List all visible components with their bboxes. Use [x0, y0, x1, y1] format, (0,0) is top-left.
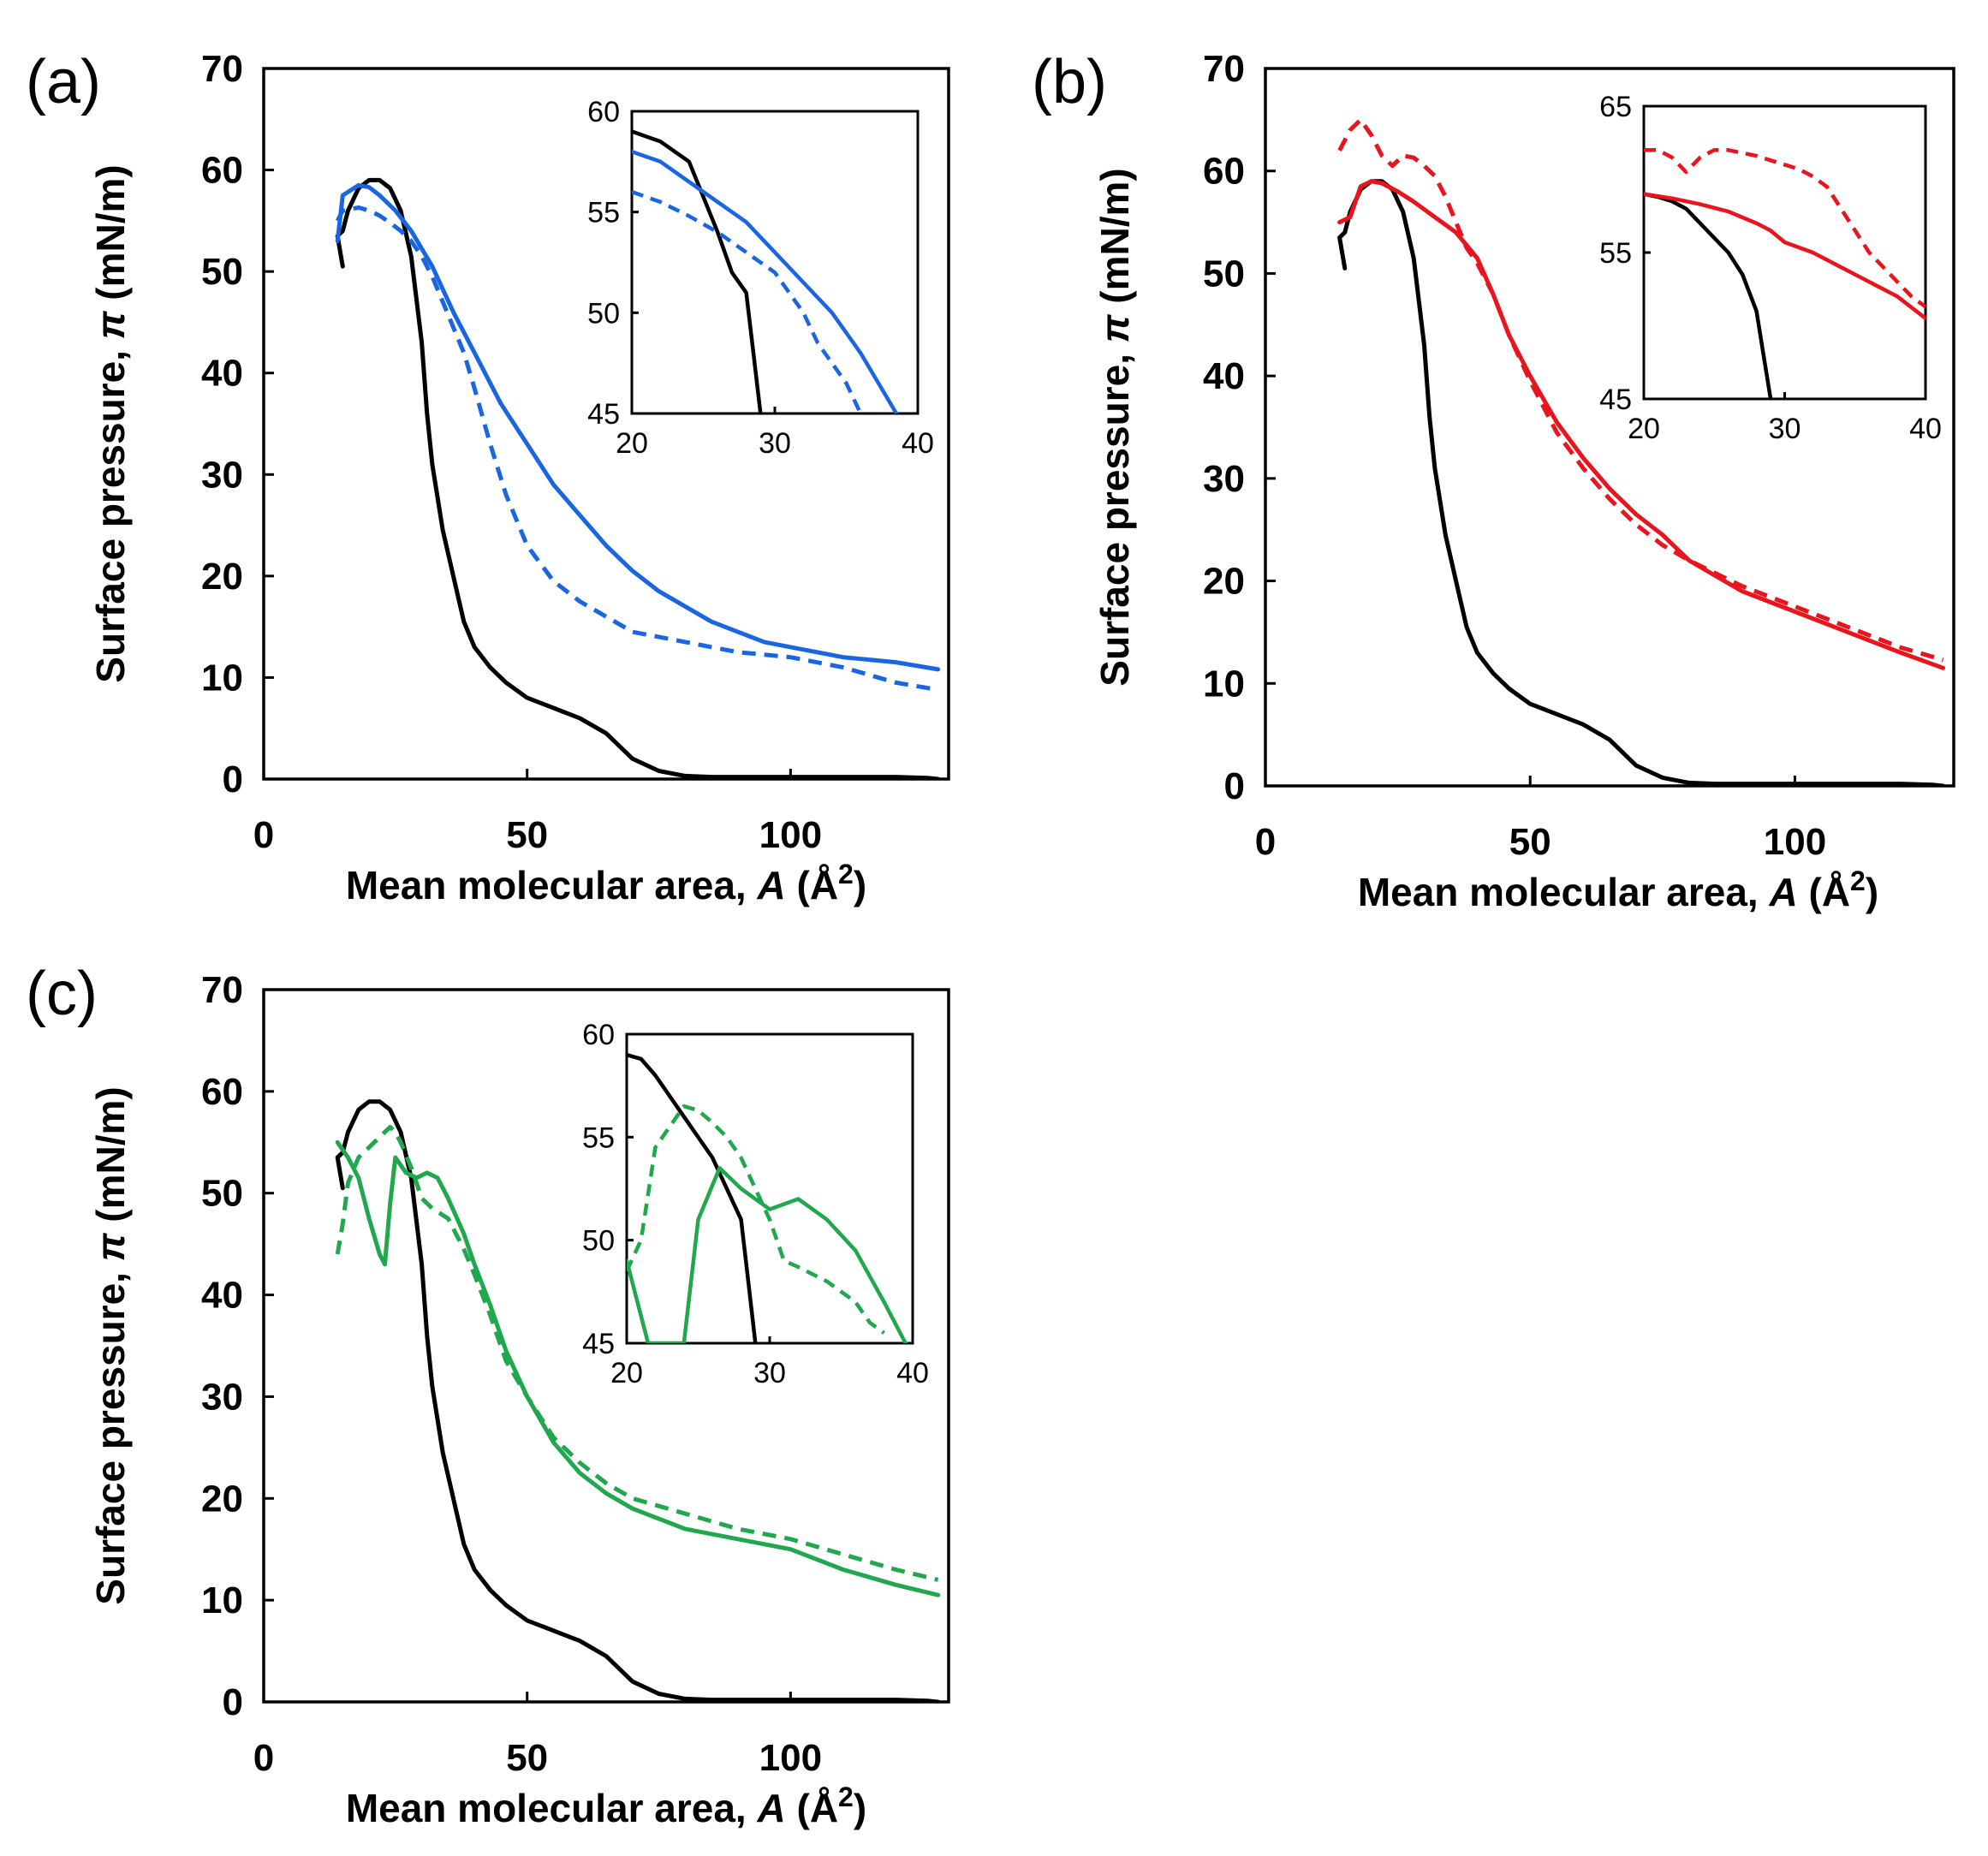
inset-x-tick-label: 20 — [1628, 413, 1660, 445]
series-line-solid — [335, 1139, 941, 1597]
y-axis-title: Surface pressure, π (mN/m) — [88, 1086, 133, 1604]
y-tick-label: 30 — [201, 454, 243, 496]
inset-y-tick-label: 55 — [582, 1121, 615, 1154]
inset-x-tick-label: 40 — [896, 1357, 929, 1389]
inset-plot-frame — [630, 110, 920, 415]
y-tick-label: 20 — [201, 556, 243, 598]
inset-plot-frame — [1642, 104, 1927, 401]
series-line-reference — [335, 1099, 941, 1702]
inset-series-group — [632, 129, 899, 413]
y-tick-label: 40 — [1203, 355, 1245, 397]
inset-series-line-solid — [632, 149, 899, 413]
y-tick-label: 60 — [201, 150, 243, 192]
inset-y-tick-label: 65 — [1599, 91, 1632, 123]
inset-series-line-dashed-dashed — [627, 1103, 885, 1335]
inset-x-tick-label: 20 — [616, 427, 648, 460]
y-axis-title: Surface pressure, π (mN/m) — [1092, 168, 1137, 686]
inset-x-tick-label: 40 — [1909, 413, 1942, 445]
inset-series-line-solid — [627, 1166, 908, 1343]
inset-x-tick-label: 30 — [759, 427, 791, 460]
inset-y-tick-label: 55 — [1599, 237, 1632, 270]
panel-label: (a) — [26, 48, 101, 116]
inset-series-line-dashed-dashed — [632, 189, 863, 413]
y-tick-label: 10 — [201, 657, 243, 699]
inset-y-tick-label: 60 — [587, 96, 620, 128]
inset-series-group — [1644, 148, 1926, 399]
inset-series-group — [627, 1052, 908, 1343]
x-axis-title: Mean molecular area, A (Å2) — [1358, 866, 1878, 914]
x-tick-label: 50 — [1509, 821, 1551, 863]
x-tick-label: 100 — [759, 814, 822, 856]
inset-series-line-dashed-dashed — [1644, 148, 1926, 309]
inset-y-tick-label: 45 — [1599, 384, 1632, 416]
series-group — [335, 177, 941, 779]
y-tick-label: 50 — [1203, 253, 1245, 294]
series-group — [335, 1099, 941, 1702]
x-axis-title: Mean molecular area, A (Å2) — [346, 1782, 866, 1830]
x-tick-label: 0 — [253, 1737, 274, 1779]
chart-panel-c: (c) 0 10 20 30 40 50 60 70 0 50 100 45 50 55 60 20 30 40 Su… — [26, 960, 950, 1830]
panel-label: (b) — [1032, 48, 1107, 116]
x-tick-label: 0 — [1255, 821, 1276, 863]
inset-x-tick-label: 40 — [902, 427, 934, 460]
y-tick-label: 30 — [1203, 458, 1245, 500]
y-tick-label: 30 — [201, 1376, 243, 1418]
series-line-reference — [335, 177, 941, 779]
x-tick-label: 100 — [759, 1737, 822, 1779]
x-tick-label: 100 — [1764, 821, 1826, 863]
y-tick-label: 70 — [201, 48, 243, 90]
x-tick-label: 0 — [253, 814, 274, 856]
series-line-solid — [335, 182, 941, 672]
inset-y-tick-label: 45 — [582, 1328, 615, 1360]
inset-chart: 45 50 55 60 20 30 40 — [587, 96, 934, 460]
inset-chart: 45 55 65 20 30 40 — [1599, 91, 1942, 445]
x-tick-label: 50 — [506, 814, 548, 856]
series-line-dashed-dashed — [1337, 117, 1944, 663]
inset-x-tick-label: 30 — [1769, 413, 1801, 445]
y-tick-label: 60 — [1203, 151, 1245, 193]
y-tick-label: 0 — [223, 1681, 243, 1723]
inset-plot-frame — [625, 1032, 914, 1345]
y-tick-label: 0 — [1224, 765, 1245, 807]
y-tick-label: 10 — [1203, 663, 1245, 705]
y-tick-label: 20 — [201, 1478, 243, 1520]
inset-y-tick-label: 45 — [587, 398, 620, 431]
inset-y-tick-label: 50 — [582, 1225, 615, 1258]
chart-panel-b: (b) 0 10 20 30 40 50 60 70 0 50 100 45 55 65 20 30 40 Surf… — [1032, 48, 1955, 914]
inset-chart: 45 50 55 60 20 30 40 — [582, 1019, 929, 1389]
chart-panel-a: (a) 0 10 20 30 40 50 60 70 0 50 100 45 50 55 60 20 30 40 Su… — [26, 48, 950, 907]
inset-series-line-solid — [1644, 192, 1926, 321]
x-tick-label: 50 — [506, 1737, 548, 1779]
y-tick-label: 40 — [201, 1275, 243, 1317]
inset-series-line-reference — [632, 129, 763, 413]
y-tick-label: 60 — [201, 1071, 243, 1113]
inset-y-tick-label: 60 — [582, 1019, 615, 1051]
inset-series-line-reference — [627, 1052, 758, 1343]
x-axis-title: Mean molecular area, A (Å2) — [346, 859, 866, 907]
inset-y-tick-label: 55 — [587, 197, 620, 229]
inset-x-tick-label: 20 — [610, 1357, 643, 1389]
y-tick-label: 40 — [201, 353, 243, 395]
y-tick-label: 70 — [201, 969, 243, 1011]
y-tick-label: 10 — [201, 1579, 243, 1621]
inset-y-tick-label: 50 — [587, 297, 620, 330]
series-line-solid — [1337, 179, 1946, 670]
series-group — [1337, 117, 1946, 786]
y-axis-title: Surface pressure, π (mN/m) — [88, 164, 133, 682]
panel-label: (c) — [26, 960, 98, 1028]
series-line-dashed-dashed — [335, 1125, 939, 1582]
y-tick-label: 0 — [223, 758, 243, 800]
inset-x-tick-label: 30 — [753, 1357, 786, 1389]
y-tick-label: 20 — [1203, 561, 1245, 603]
y-tick-label: 70 — [1203, 48, 1245, 90]
y-tick-label: 50 — [201, 1173, 243, 1215]
y-tick-label: 50 — [201, 251, 243, 293]
series-line-dashed-dashed — [335, 205, 939, 693]
